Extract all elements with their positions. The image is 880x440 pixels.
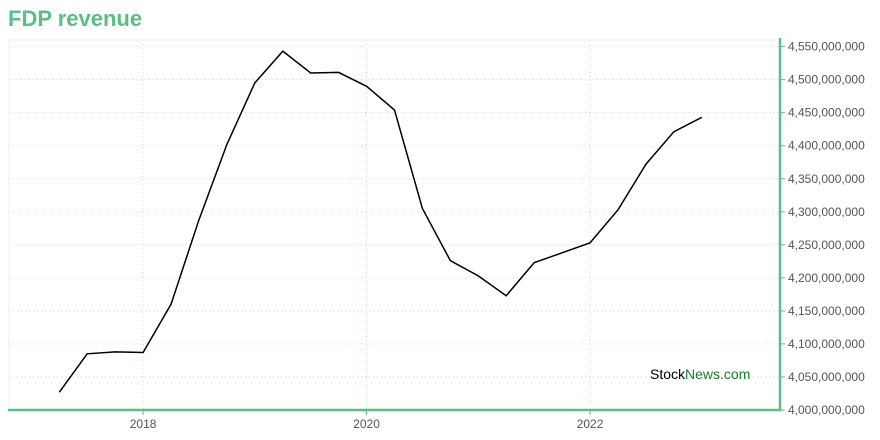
x-tick-label: 2018 — [130, 417, 157, 431]
axes — [8, 38, 785, 415]
y-tick-label: 4,150,000,000 — [788, 304, 865, 318]
y-tick-label: 4,350,000,000 — [788, 172, 865, 186]
y-tick-label: 4,450,000,000 — [788, 106, 865, 120]
y-tick-label: 4,500,000,000 — [788, 73, 865, 87]
watermark-news: News.com — [685, 366, 751, 382]
grid-lines — [8, 39, 780, 411]
x-tick-label: 2020 — [353, 417, 380, 431]
chart-title: FDP revenue — [8, 6, 143, 31]
y-tick-label: 4,300,000,000 — [788, 205, 865, 219]
y-tick-label: 4,250,000,000 — [788, 238, 865, 252]
y-tick-label: 4,100,000,000 — [788, 337, 865, 351]
y-tick-label: 4,550,000,000 — [788, 40, 865, 54]
y-tick-label: 4,000,000,000 — [788, 403, 865, 417]
x-tick-label: 2022 — [577, 417, 604, 431]
watermark-stock: Stock — [650, 366, 686, 382]
y-tick-label: 4,050,000,000 — [788, 370, 865, 384]
y-tick-label: 4,200,000,000 — [788, 271, 865, 285]
y-tick-label: 4,400,000,000 — [788, 139, 865, 153]
watermark: StockNews.com — [650, 366, 750, 382]
series-line — [58, 50, 703, 393]
tick-labels: 4,000,000,000 4,050,000,000 4,100,000,000 4… — [130, 40, 865, 431]
